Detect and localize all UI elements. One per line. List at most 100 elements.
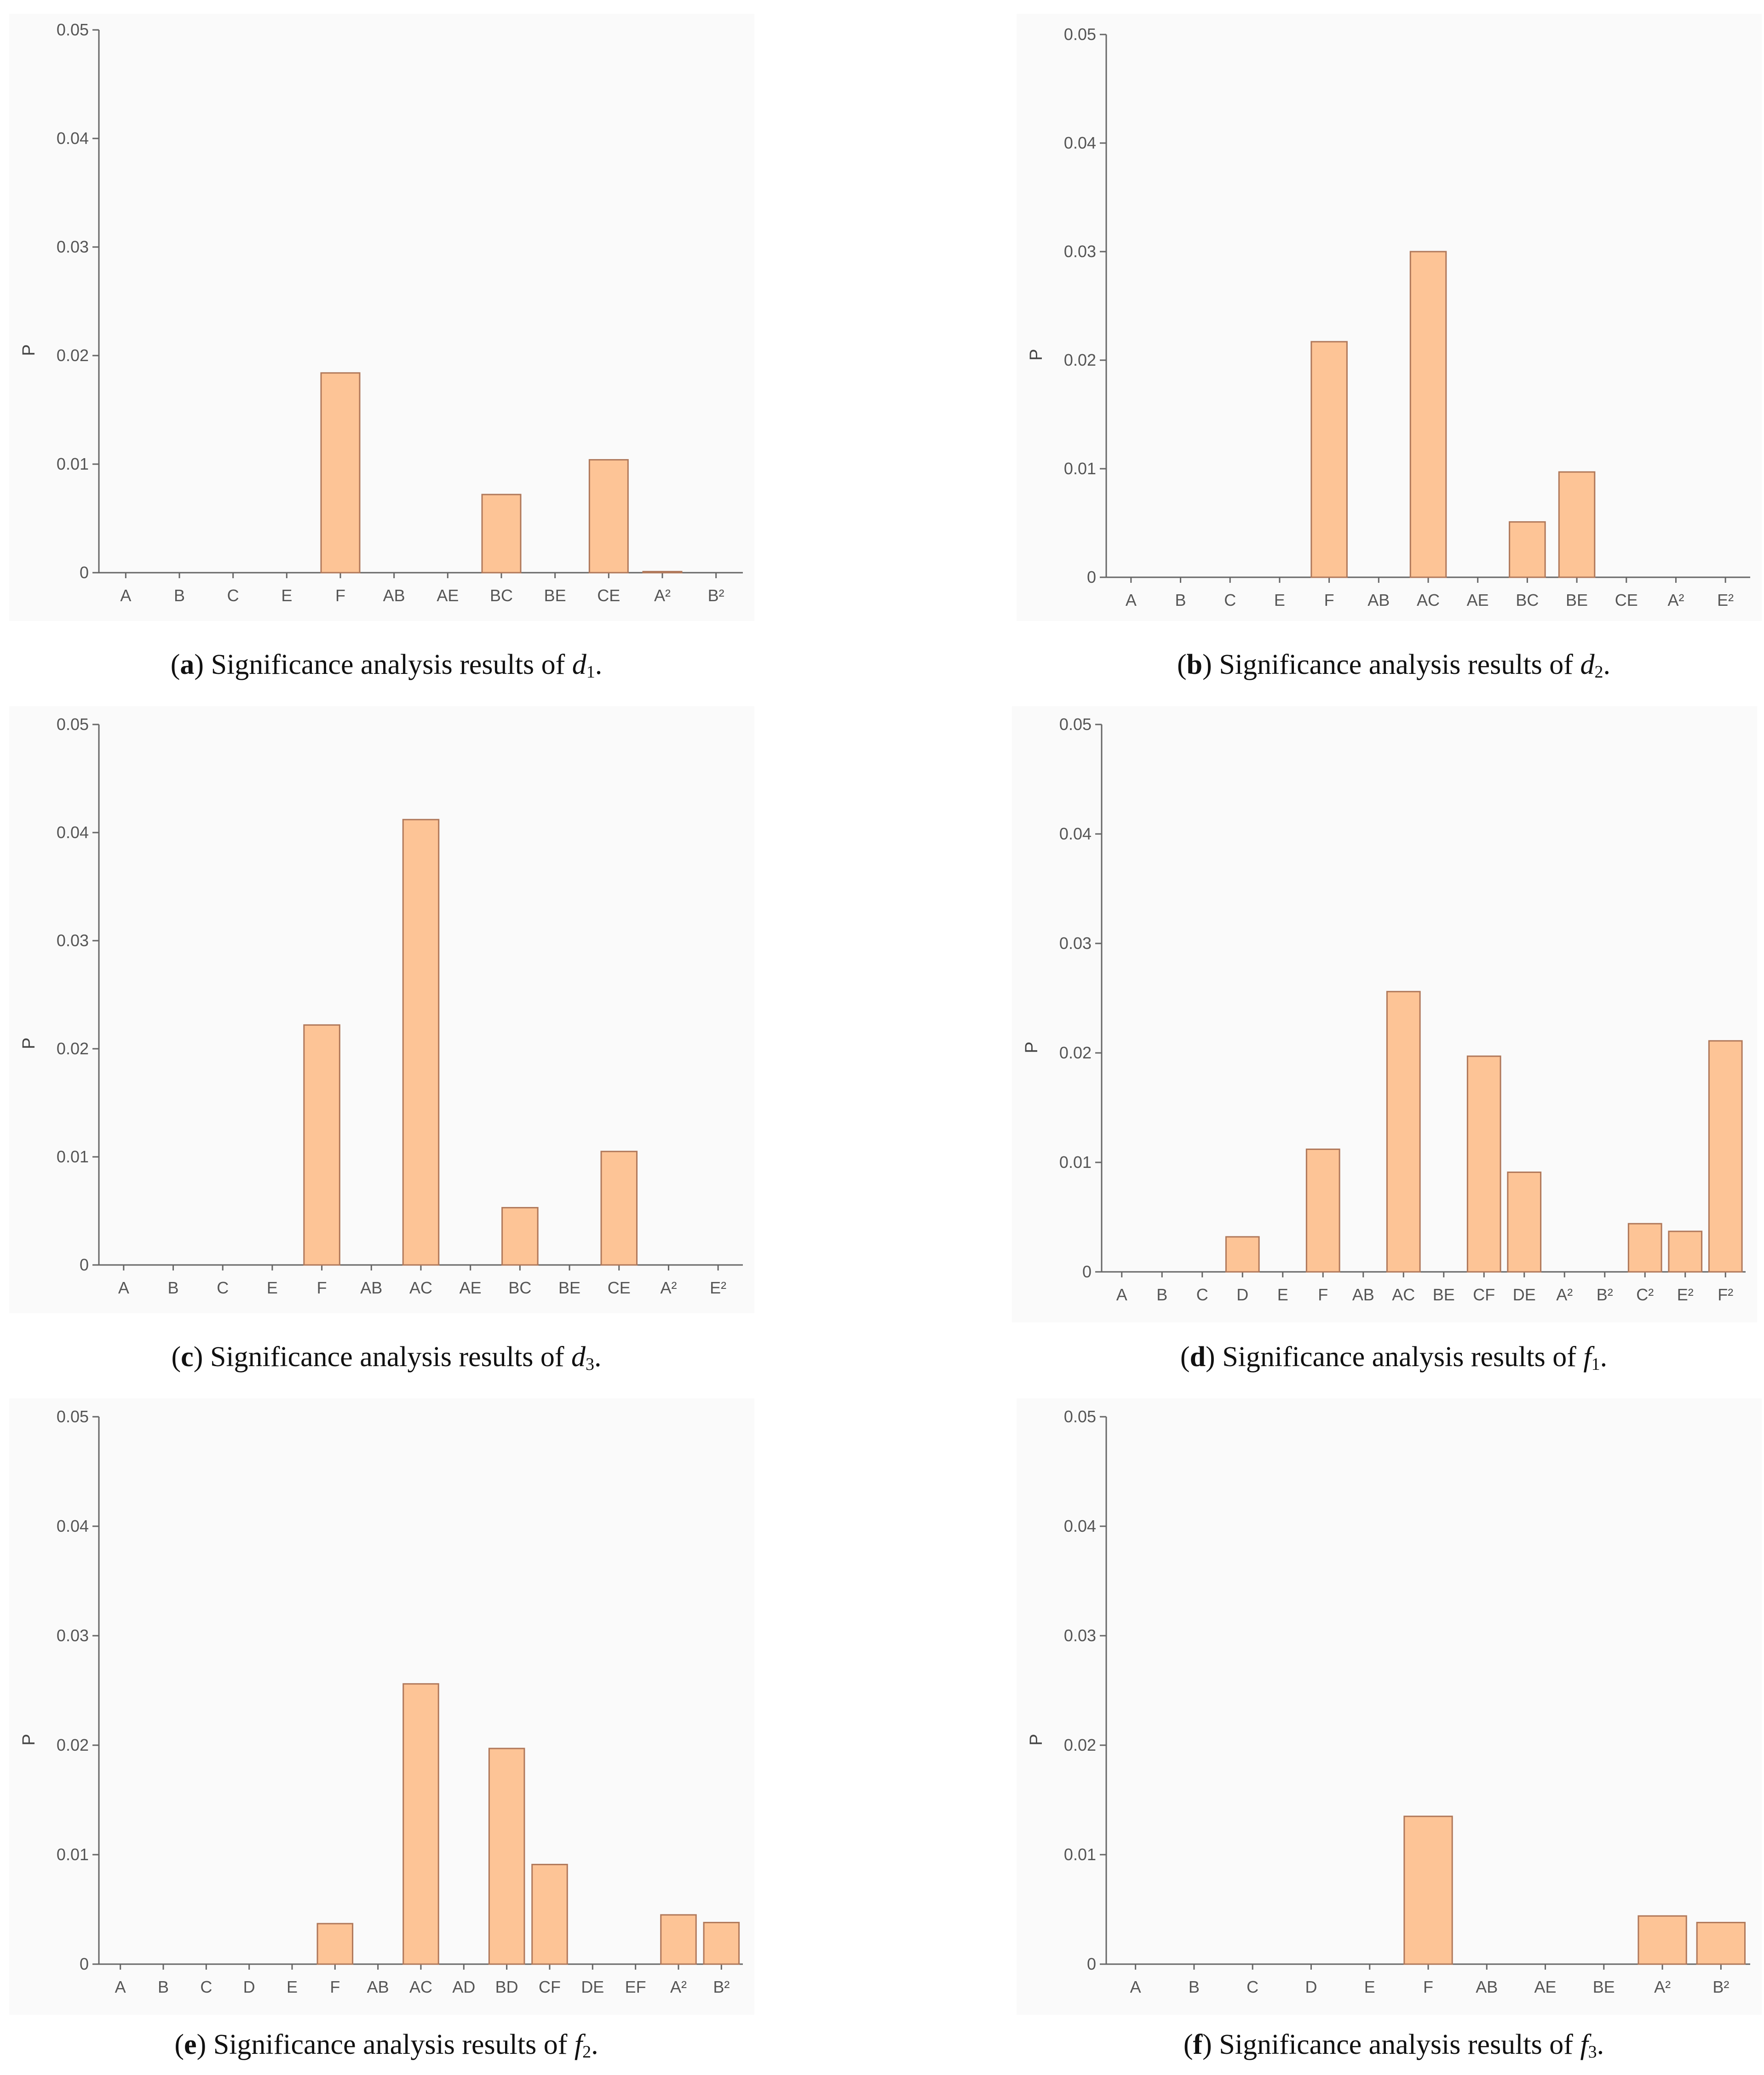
caption-b-var: d [1580, 649, 1595, 680]
caption-d-text: Significance analysis results of [1222, 1341, 1584, 1373]
x-tick-label: CF [539, 1977, 561, 1996]
x-tick-label: A² [1667, 591, 1684, 609]
caption-e-letter: e [184, 2029, 197, 2060]
caption-c-text: Significance analysis results of [210, 1341, 571, 1373]
y-tick-label: 0.05 [57, 20, 89, 39]
y-tick-label: 0 [80, 1255, 89, 1274]
y-tick-label: 0.04 [1064, 133, 1096, 152]
caption-d-letter: d [1189, 1341, 1206, 1373]
caption-d-sub: 1 [1591, 1355, 1600, 1374]
y-axis-label: P [1027, 349, 1046, 361]
caption-e-var: f [574, 2029, 583, 2060]
x-tick-label: AB [383, 586, 405, 605]
x-tick-label: BC [490, 586, 513, 605]
x-tick-label: CE [597, 586, 620, 605]
x-tick-label: E [267, 1278, 278, 1297]
y-axis-label: P [19, 1734, 39, 1745]
x-tick-label: CE [1615, 591, 1638, 609]
y-tick-label: 0.05 [1059, 715, 1092, 734]
x-tick-label: CE [608, 1278, 631, 1297]
x-tick-label: A² [654, 586, 671, 605]
bar-BC [501, 1207, 539, 1266]
bar-F [1310, 341, 1348, 578]
x-tick-label: D [1236, 1285, 1248, 1304]
caption-a-text: Significance analysis results of [211, 649, 572, 680]
caption-c-sub: 3 [586, 1355, 594, 1374]
y-tick-label: 0.02 [57, 346, 89, 365]
x-tick-label: E² [710, 1278, 726, 1297]
y-tick-label: 0 [1082, 1262, 1092, 1281]
x-tick-label: C [200, 1977, 212, 1996]
bar-F [316, 1923, 354, 1965]
bar-DE [1507, 1171, 1542, 1273]
caption-f-letter: f [1193, 2029, 1203, 2060]
plot-background [9, 14, 754, 621]
x-tick-label: F [1324, 591, 1334, 609]
caption-b-letter: b [1186, 649, 1203, 680]
caption-f-suffix: . [1597, 2029, 1604, 2060]
caption-c-letter: c [181, 1341, 194, 1373]
y-tick-label: 0.04 [57, 1517, 89, 1535]
x-tick-label: BE [1433, 1285, 1455, 1304]
bar-B² [1696, 1922, 1746, 1965]
bar-A² [1638, 1915, 1687, 1965]
bar-AC [1409, 251, 1447, 578]
y-tick-label: 0.03 [1064, 1626, 1096, 1645]
caption-a: (a) Significance analysis results of d1. [170, 649, 603, 682]
x-tick-label: B² [713, 1977, 730, 1996]
x-tick-label: B [1156, 1285, 1167, 1304]
x-tick-label: BE [544, 586, 566, 605]
x-tick-label: EF [625, 1977, 646, 1996]
x-tick-label: A [1130, 1977, 1141, 1996]
bar-CE [600, 1150, 638, 1266]
x-tick-label: A² [1654, 1977, 1671, 1996]
y-tick-label: 0.03 [57, 931, 89, 950]
x-tick-label: BE [1593, 1977, 1615, 1996]
plot-background [1017, 1398, 1762, 2015]
x-tick-label: C [217, 1278, 229, 1297]
x-tick-label: C² [1636, 1285, 1654, 1304]
x-tick-label: AE [1467, 591, 1489, 609]
x-tick-label: E [1274, 591, 1285, 609]
bar-F [1403, 1816, 1453, 1965]
bar-F [303, 1024, 340, 1266]
bar-B² [703, 1922, 740, 1965]
y-tick-label: 0.03 [57, 237, 89, 256]
bar-AC [402, 1683, 439, 1965]
x-tick-label: B [174, 586, 185, 605]
y-tick-label: 0.01 [57, 1147, 89, 1166]
x-tick-label: C [1247, 1977, 1258, 1996]
caption-e-suffix: . [591, 2029, 598, 2060]
x-tick-label: AE [1534, 1977, 1557, 1996]
x-tick-label: BC [1516, 591, 1539, 609]
x-tick-label: AE [437, 586, 459, 605]
y-tick-label: 0.03 [1064, 242, 1096, 261]
x-tick-label: AE [460, 1278, 482, 1297]
x-tick-label: B² [1597, 1285, 1613, 1304]
x-tick-label: B² [1712, 1977, 1729, 1996]
x-tick-label: AB [1352, 1285, 1374, 1304]
caption-c-var: d [571, 1341, 586, 1373]
x-tick-label: F [330, 1977, 340, 1996]
x-tick-label: C [1196, 1285, 1208, 1304]
caption-d: (d) Significance analysis results of f1. [1180, 1341, 1608, 1374]
x-tick-label: E [287, 1977, 298, 1996]
x-tick-label: E² [1717, 591, 1734, 609]
x-tick-label: F [335, 586, 345, 605]
x-tick-label: CF [1473, 1285, 1495, 1304]
y-tick-label: 0.02 [1064, 1736, 1096, 1754]
x-tick-label: AB [1476, 1977, 1498, 1996]
caption-a-var: d [572, 649, 586, 680]
y-tick-label: 0.02 [1064, 351, 1096, 369]
x-tick-label: BD [495, 1977, 518, 1996]
x-tick-label: AC [409, 1977, 432, 1996]
bar-CE [588, 459, 629, 574]
y-tick-label: 0.01 [1064, 459, 1096, 478]
x-tick-label: C [227, 586, 239, 605]
plot-background [1017, 14, 1762, 621]
caption-f-var: f [1580, 2029, 1588, 2060]
y-tick-label: 0.05 [57, 715, 89, 734]
